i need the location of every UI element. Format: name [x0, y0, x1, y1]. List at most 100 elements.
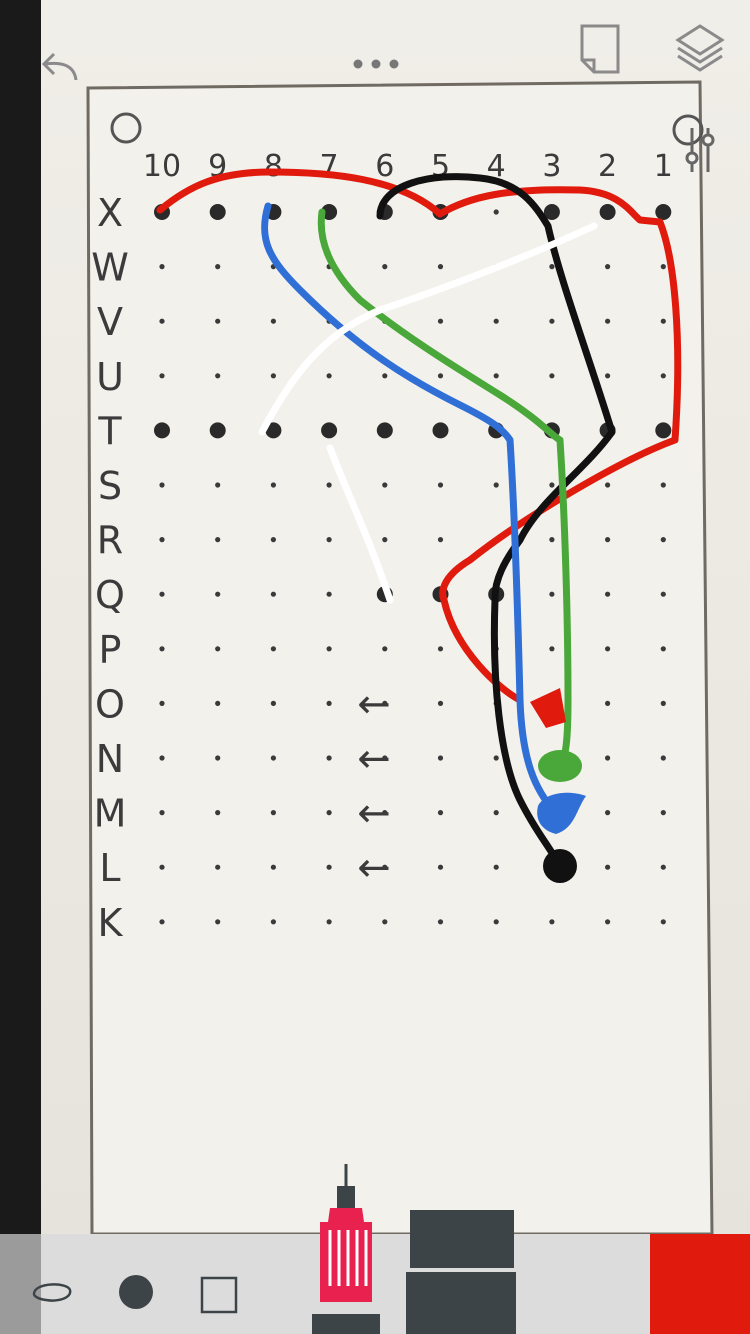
grid-peg	[265, 422, 282, 439]
grid-dot	[549, 373, 555, 379]
row-label: M	[94, 792, 127, 836]
grid-dot	[437, 700, 444, 707]
grid-dot	[493, 318, 499, 324]
grid-peg	[321, 204, 338, 220]
grid-dot	[605, 919, 611, 925]
technical-pen-tool[interactable]	[306, 1164, 386, 1334]
grid-dot	[159, 591, 165, 597]
blue-stroke	[261, 202, 559, 816]
grid-dot	[549, 591, 555, 597]
grid-dot	[159, 318, 165, 324]
undo-icon[interactable]	[40, 42, 84, 86]
grid-dot	[270, 700, 276, 707]
black-endpoint	[543, 849, 577, 883]
grid-dot	[215, 919, 221, 925]
lasso-tool[interactable]	[28, 1274, 76, 1310]
grid-peg	[599, 204, 616, 220]
paper-sheet	[86, 80, 714, 1234]
drawing-canvas[interactable]: X W V U T S R Q P O N M L K 10 9 8 7 6 5 4 3 2 1 ← ← ← ←	[41, 0, 750, 1234]
color-swatch[interactable]	[650, 1234, 750, 1334]
grid-dot	[326, 919, 332, 925]
grid-peg	[376, 422, 393, 439]
grid-dot	[493, 919, 499, 925]
grid-dot	[270, 537, 276, 543]
grid-dot	[215, 700, 221, 707]
grid-dot	[326, 810, 332, 816]
grid-dot	[215, 537, 221, 543]
white-stroke-upper	[258, 222, 598, 436]
more-icon[interactable]	[348, 52, 404, 76]
grid-dot	[437, 755, 444, 761]
grid-dot	[159, 919, 165, 925]
grid-dot	[270, 810, 276, 816]
grid-peg	[209, 204, 226, 220]
grid-dot	[215, 373, 221, 379]
grid-dot	[159, 373, 165, 379]
grid-dot	[215, 482, 221, 488]
grid-dot	[270, 646, 276, 652]
grid-peg	[543, 204, 560, 220]
white-stroke-lower	[326, 444, 394, 604]
grid-dot	[437, 373, 444, 379]
arrow-mark: ←	[357, 681, 391, 727]
grid-dot	[660, 864, 666, 870]
dot-brush-tool[interactable]	[116, 1274, 156, 1314]
grid-dot	[549, 318, 555, 324]
grid-dot	[605, 373, 611, 379]
grid-dot	[270, 591, 276, 597]
row-label: Q	[95, 573, 125, 617]
grid-dot	[437, 864, 444, 870]
black-stroke	[376, 173, 616, 862]
row-label: K	[98, 901, 124, 945]
bottom-toolbar	[0, 1164, 750, 1334]
grid-dot	[605, 537, 611, 543]
grid-dot	[215, 264, 221, 270]
grid-dot	[270, 373, 276, 379]
grid-dot	[215, 810, 221, 816]
grid-dot	[270, 864, 276, 870]
grid-dot	[549, 537, 555, 543]
grid-dot	[493, 755, 499, 761]
row-label: L	[99, 846, 120, 890]
grid-dot	[660, 700, 666, 707]
grid-dot	[382, 755, 388, 761]
green-endpoint	[538, 750, 582, 782]
grid-dot	[382, 810, 388, 816]
grid-dot	[215, 755, 221, 761]
row-label: V	[97, 300, 123, 344]
grid-dot	[660, 646, 666, 652]
grid-dot	[660, 318, 666, 324]
grid-dot	[437, 537, 444, 543]
column-label: 3	[542, 149, 561, 184]
grid-dot	[660, 373, 666, 379]
grid-peg	[321, 422, 338, 439]
page-icon[interactable]	[576, 22, 624, 76]
grid-dot	[549, 482, 555, 488]
shape-tool[interactable]	[198, 1274, 242, 1318]
grid-dot	[270, 482, 276, 488]
grid-dot	[382, 482, 388, 488]
layers-icon[interactable]	[674, 22, 726, 76]
grid-dot	[382, 537, 388, 543]
grid-dot	[326, 700, 332, 707]
grid-dot	[382, 264, 388, 270]
grid-dot	[215, 318, 221, 324]
blue-endpoint	[537, 792, 586, 834]
toolbar-left-strip	[0, 1234, 41, 1334]
column-label: 10	[143, 149, 181, 184]
grid-dot	[605, 646, 611, 652]
grid-dot	[493, 373, 499, 379]
grid-dot	[660, 264, 666, 270]
grid-dot	[159, 537, 165, 543]
row-label: W	[91, 246, 129, 290]
grid-dot	[270, 318, 276, 324]
grid-dot	[660, 537, 666, 543]
grid-dot	[159, 810, 165, 816]
row-label: P	[99, 628, 122, 672]
marker-tool[interactable]	[404, 1208, 518, 1334]
row-label: O	[95, 682, 125, 726]
settings-sliders-icon[interactable]	[683, 124, 727, 176]
grid-dot	[382, 646, 388, 652]
row-label: R	[97, 519, 123, 563]
